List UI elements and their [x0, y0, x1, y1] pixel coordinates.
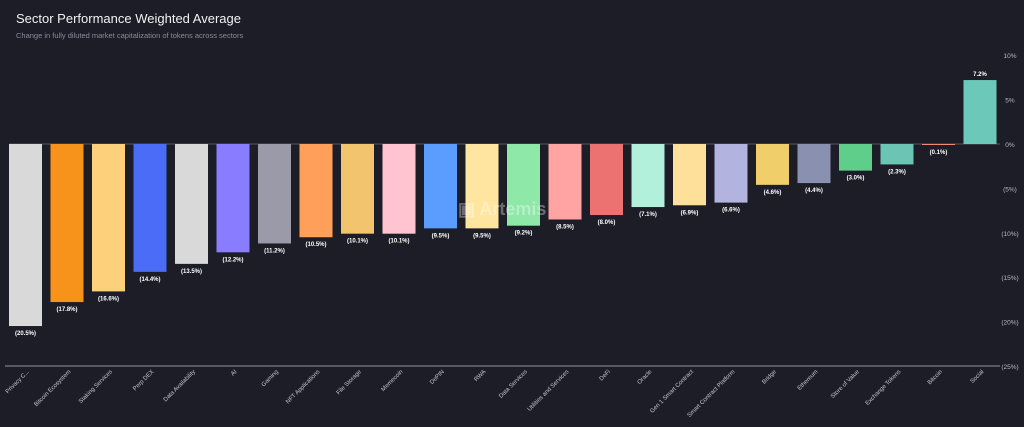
bar	[880, 144, 914, 165]
data-label: (13.5%)	[181, 269, 202, 275]
data-label: (11.2%)	[264, 248, 285, 254]
bar	[963, 80, 997, 144]
bar	[922, 144, 955, 145]
bar	[341, 144, 374, 234]
bar	[590, 144, 623, 216]
x-tick-label: DePIN	[429, 369, 446, 386]
x-tick-label: DeFi	[599, 369, 612, 382]
chart-subtitle: Change in fully diluted market capitaliz…	[16, 31, 244, 40]
x-tick-label: Staking Services	[78, 369, 114, 405]
x-tick-label: Smart Contract Platform	[687, 369, 737, 419]
x-tick-label: Oracle	[637, 369, 654, 386]
x-tick-label: Ethereum	[797, 369, 820, 392]
data-label: (6.6%)	[722, 208, 740, 214]
data-label: (3.0%)	[847, 176, 865, 182]
x-tick-label: Social	[970, 369, 986, 385]
x-tick-label: Privacy C...	[5, 369, 31, 395]
data-label: (17.8%)	[56, 307, 77, 313]
bar	[216, 144, 250, 253]
watermark-logo: ▣ Artemis	[458, 199, 547, 219]
bar	[299, 144, 333, 238]
x-tick-label: Store of Value	[830, 369, 861, 400]
x-tick-label: NFT Applications	[285, 369, 321, 405]
data-label: (9.2%)	[515, 231, 533, 237]
bar	[465, 144, 499, 229]
data-label: (2.3%)	[888, 169, 906, 175]
x-tick-label: RWA	[474, 369, 488, 383]
bar	[9, 144, 42, 327]
bar	[631, 144, 665, 208]
bar	[175, 144, 208, 264]
bar	[756, 144, 789, 185]
y-tick-label: (5%)	[1003, 186, 1017, 193]
data-label: (9.5%)	[432, 233, 450, 239]
x-tick-label: Exchange Tokens	[865, 369, 903, 407]
bar	[133, 144, 167, 272]
x-tick-label: Data Availability	[163, 369, 197, 403]
data-label: (10.1%)	[388, 239, 409, 245]
bar	[797, 144, 831, 184]
y-tick-label: 10%	[1003, 53, 1016, 60]
bar	[839, 144, 872, 171]
y-tick-label: (20%)	[1001, 320, 1018, 327]
data-label: (14.4%)	[139, 277, 160, 283]
data-label: (16.6%)	[98, 296, 119, 302]
x-tick-label: Bitcoin	[927, 369, 944, 386]
x-tick-label: Perp DEX	[132, 369, 155, 392]
y-tick-label: (25%)	[1001, 364, 1018, 371]
data-label: 7.2%	[973, 72, 987, 78]
data-label: (10.1%)	[347, 239, 368, 245]
bar	[382, 144, 416, 234]
y-tick-label: (10%)	[1001, 231, 1018, 238]
data-label: (4.4%)	[805, 188, 823, 194]
watermark-text: Artemis	[479, 199, 547, 219]
bar	[673, 144, 706, 206]
x-tick-label: AI	[230, 369, 238, 377]
x-tick-label: Memecoin	[381, 369, 405, 393]
data-label: (8.5%)	[556, 224, 574, 230]
bar	[548, 144, 582, 220]
x-tick-label: Bridge	[761, 369, 778, 386]
data-label: (0.1%)	[930, 150, 948, 156]
x-tick-label: Gaming	[261, 369, 280, 388]
data-label: (9.5%)	[473, 233, 491, 239]
bar	[92, 144, 125, 292]
y-tick-label: 0%	[1005, 142, 1015, 149]
bar	[50, 144, 84, 303]
data-label: (4.6%)	[764, 190, 782, 196]
data-label: (6.9%)	[681, 210, 699, 216]
x-tick-label: Utilities and Services	[527, 369, 571, 413]
bar	[714, 144, 748, 203]
data-label: (20.5%)	[15, 331, 36, 337]
x-tick-label: Bitcoin Ecosystem	[34, 369, 73, 408]
bar	[424, 144, 457, 229]
x-tick-label: File Storage	[336, 369, 364, 397]
data-label: (8.0%)	[598, 220, 616, 226]
y-tick-label: 5%	[1005, 98, 1015, 105]
y-tick-label: (15%)	[1001, 275, 1018, 282]
data-label: (12.2%)	[222, 257, 243, 263]
chart-title: Sector Performance Weighted Average	[16, 11, 241, 26]
x-tick-label: Data Services	[498, 369, 529, 400]
data-label: (7.1%)	[639, 212, 657, 218]
bar	[258, 144, 291, 244]
bar	[507, 144, 540, 226]
x-tick-label: Gen 1 Smart Contract	[649, 369, 695, 415]
data-label: (10.5%)	[305, 242, 326, 248]
